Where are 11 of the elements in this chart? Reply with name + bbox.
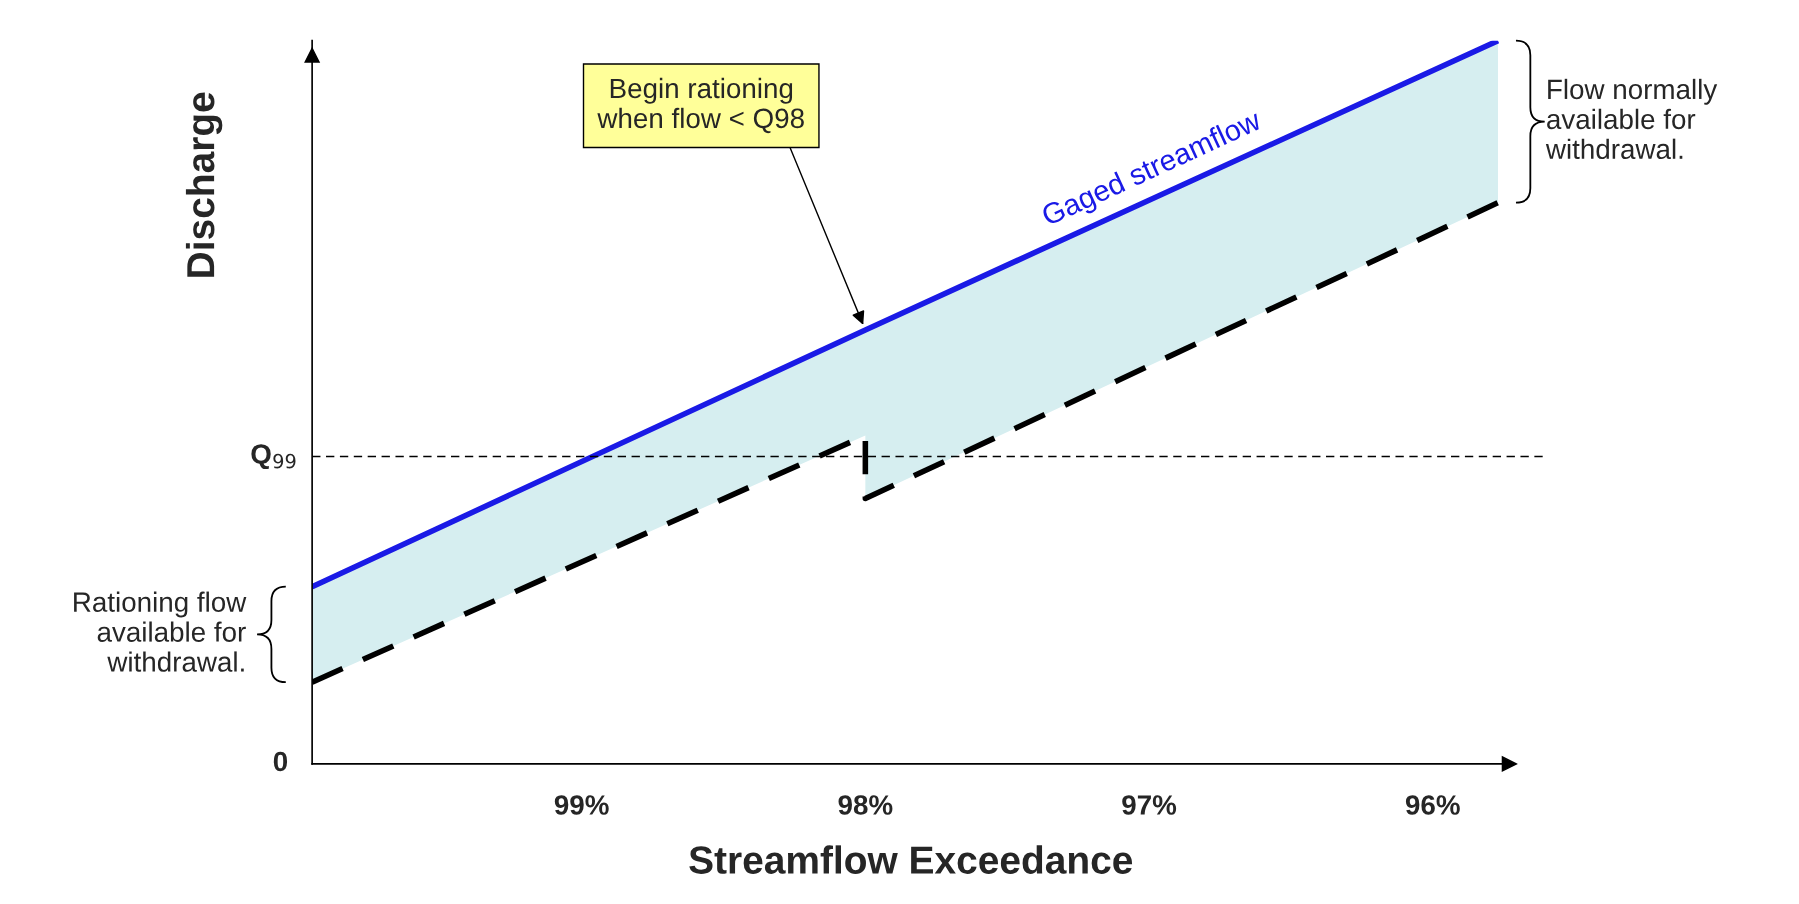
text: 0 <box>273 751 288 772</box>
x-tick-label: 96% <box>1405 795 1460 815</box>
annotation: Begin rationing when flow < Q98 <box>597 77 804 134</box>
x-tick-label: 97% <box>1122 795 1177 815</box>
x-tick-label: 99% <box>554 795 609 815</box>
annotation: Rationing flow available for withdrawal. <box>74 591 247 672</box>
x-tick-label: 98% <box>838 795 893 815</box>
ref-line-label: Q$_{99}$ <box>251 444 296 470</box>
annotation: Flow normally available for withdrawal. <box>1545 78 1718 160</box>
y-axis-title: Discharge <box>185 92 223 277</box>
x-axis-title: Streamflow Exceedance <box>689 845 1133 874</box>
